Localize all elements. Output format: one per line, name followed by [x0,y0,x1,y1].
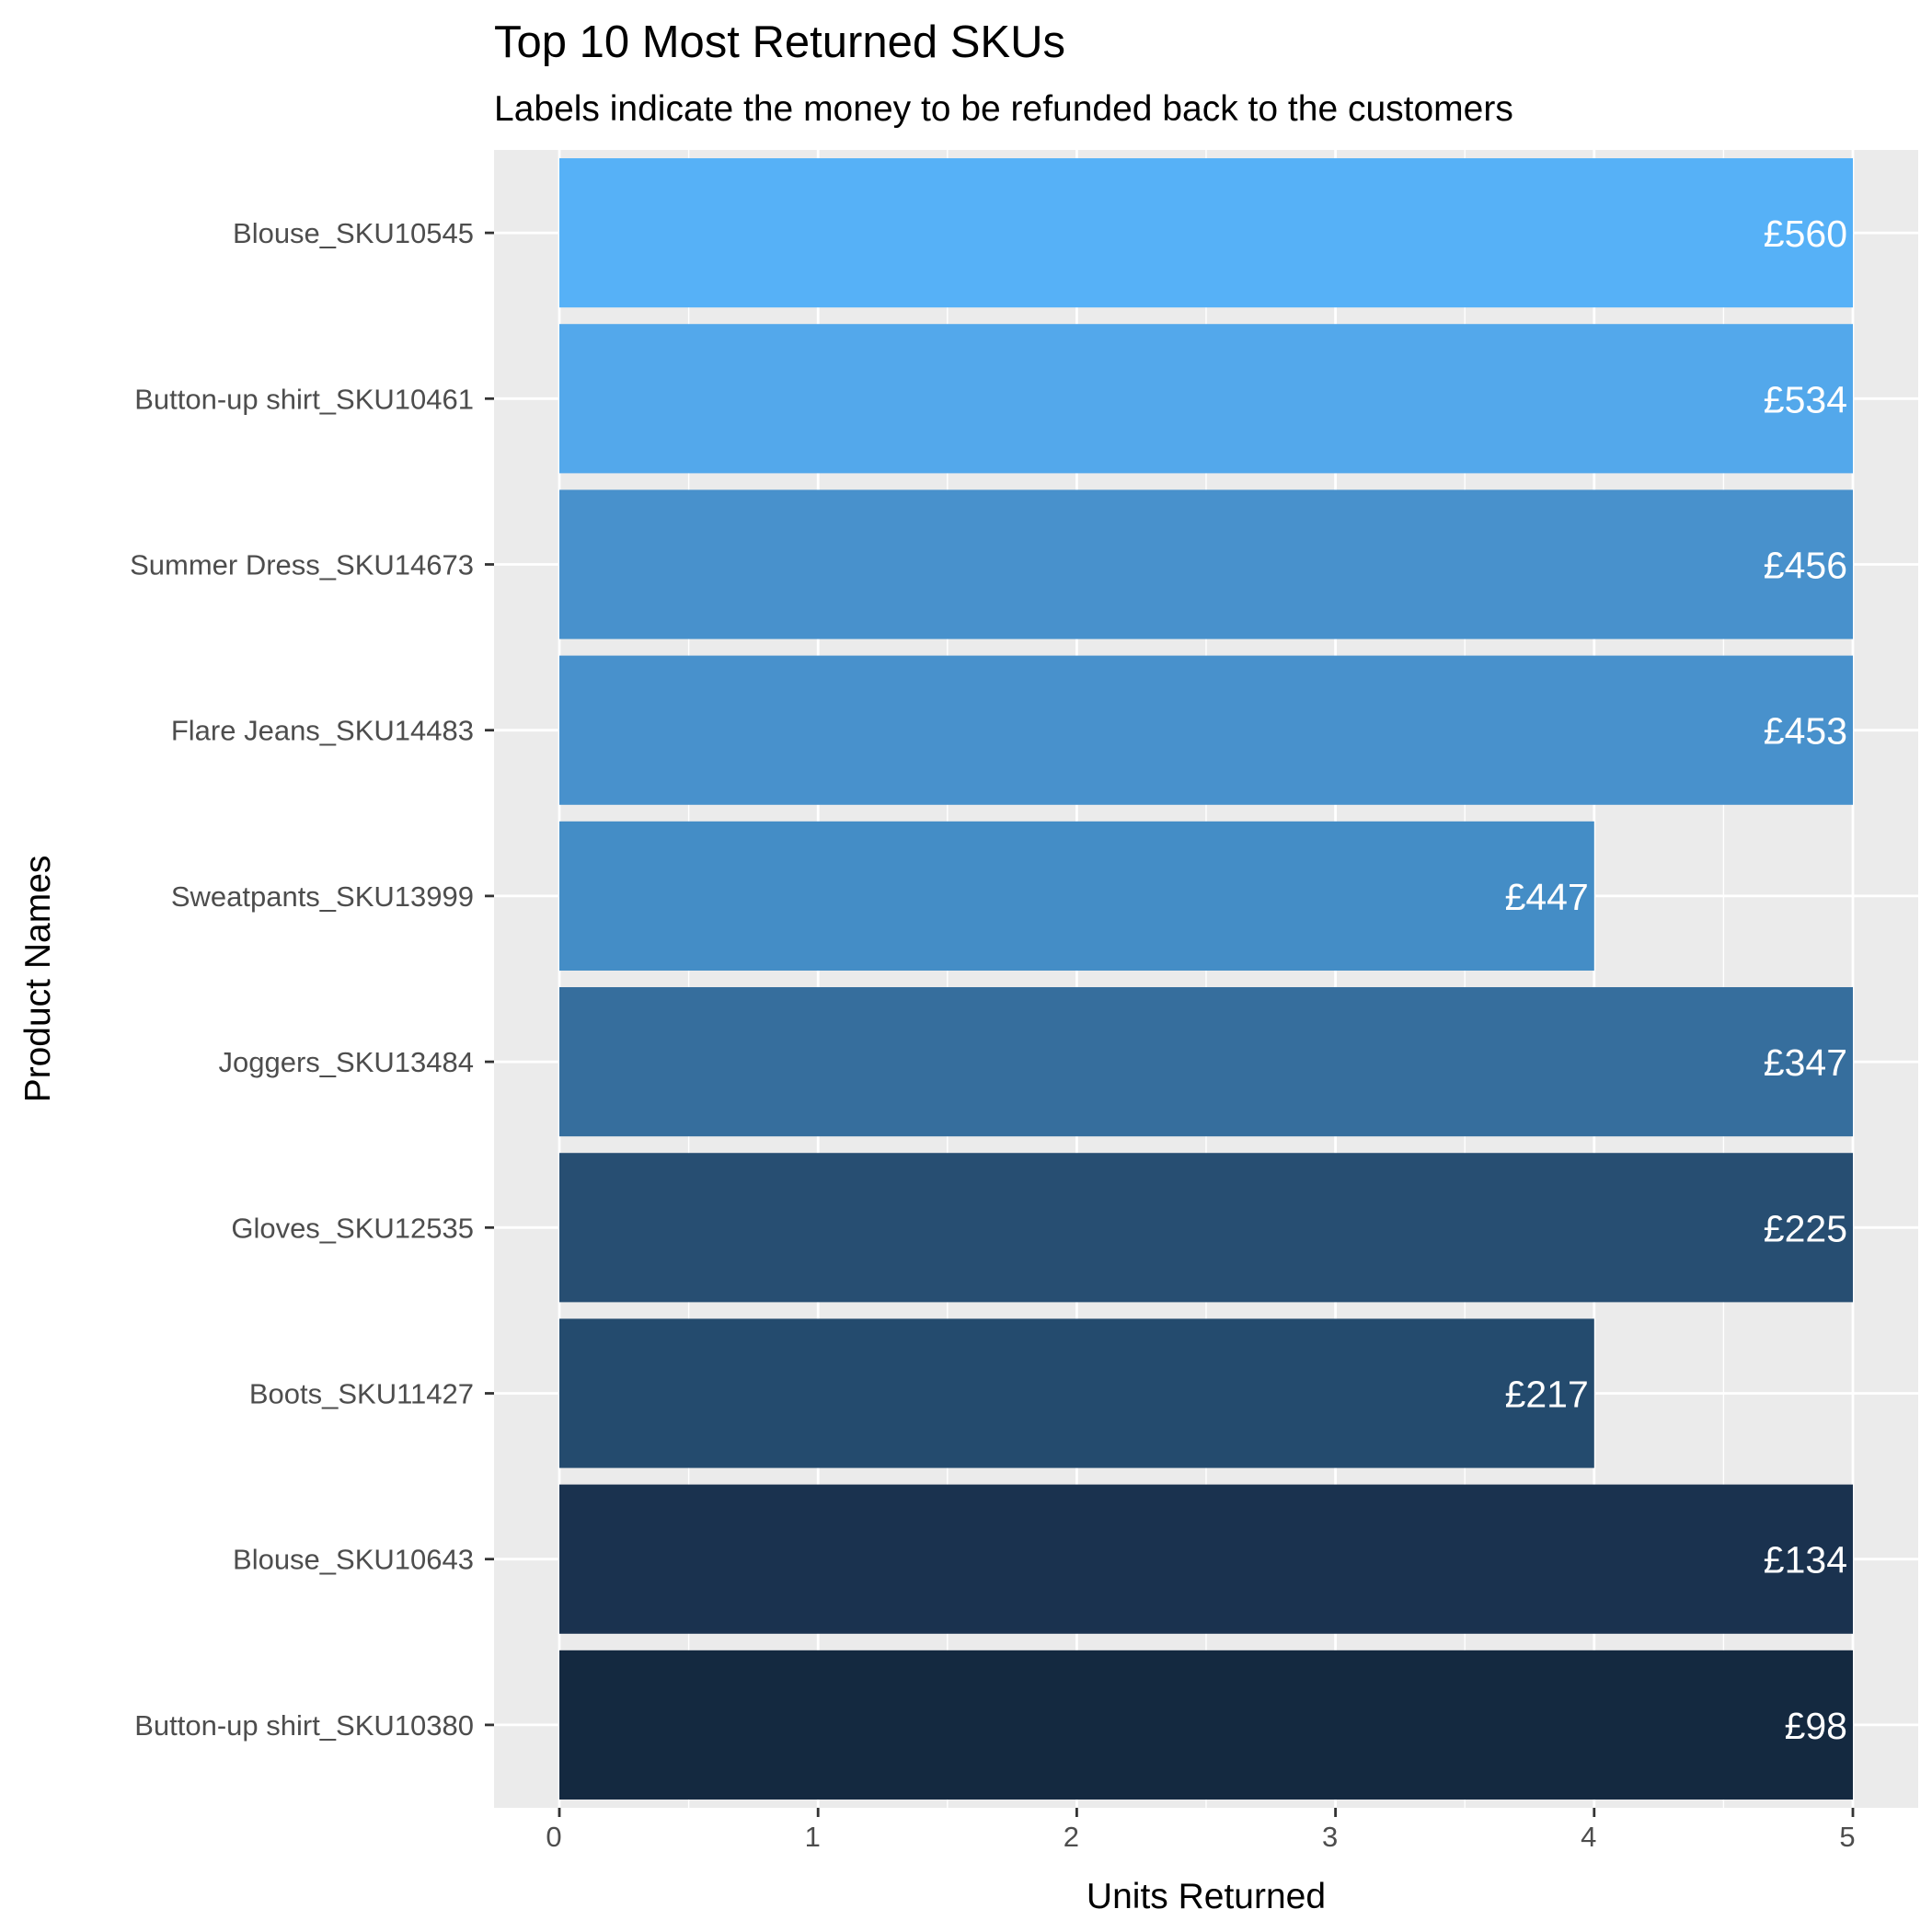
data-label: £560 [1764,213,1847,255]
chart-subtitle: Labels indicate the money to be refunded… [494,89,1513,129]
y-tick-label: Gloves_SKU12535 [231,1212,474,1244]
chart-title: Top 10 Most Returned SKUs [494,17,1065,67]
x-tick-label: 4 [1581,1821,1596,1853]
bar [559,489,1853,639]
y-tick-label: Blouse_SKU10643 [233,1544,474,1576]
bar [559,1153,1853,1303]
y-tick-label: Blouse_SKU10545 [233,217,474,249]
data-label: £98 [1785,1705,1847,1747]
x-tick-label: 1 [805,1821,821,1853]
data-label: £447 [1505,876,1589,918]
bar [559,1484,1853,1634]
bar [559,158,1853,308]
x-axis-title: Units Returned [1087,1877,1326,1916]
x-tick-label: 2 [1064,1821,1079,1853]
x-axis-labels: 0 1 2 3 4 5 [546,1808,1856,1853]
data-label: £217 [1505,1374,1589,1416]
y-tick-label: Boots_SKU11427 [249,1378,474,1410]
bar [559,1650,1853,1800]
y-tick-label: Flare Jeans_SKU14483 [171,715,474,747]
data-label: £134 [1764,1539,1847,1581]
bar [559,324,1853,474]
data-label: £534 [1764,378,1847,420]
x-tick-label: 0 [546,1821,561,1853]
bar [559,655,1853,805]
data-label: £453 [1764,710,1847,753]
y-tick-label: Button-up shirt_SKU10380 [134,1709,474,1742]
y-tick-label: Joggers_SKU13484 [219,1046,474,1078]
x-tick-label: 5 [1839,1821,1855,1853]
bar [559,987,1853,1137]
y-tick-label: Button-up shirt_SKU10461 [134,383,474,415]
y-axis-labels: Blouse_SKU10545 Button-up shirt_SKU10461 S… [130,217,494,1742]
y-axis-title: Product Names [18,856,58,1103]
bar [559,1318,1594,1468]
data-label: £225 [1764,1207,1847,1249]
x-tick-label: 3 [1322,1821,1338,1853]
data-label: £347 [1764,1041,1847,1084]
data-label: £456 [1764,545,1847,587]
bars: £560 £534 £456 £453 £447 £347 £225 £217 £134 £98 [559,158,1853,1800]
y-tick-label: Sweatpants_SKU13999 [171,880,474,913]
bar [559,821,1594,971]
y-tick-label: Summer Dress_SKU14673 [130,549,474,581]
